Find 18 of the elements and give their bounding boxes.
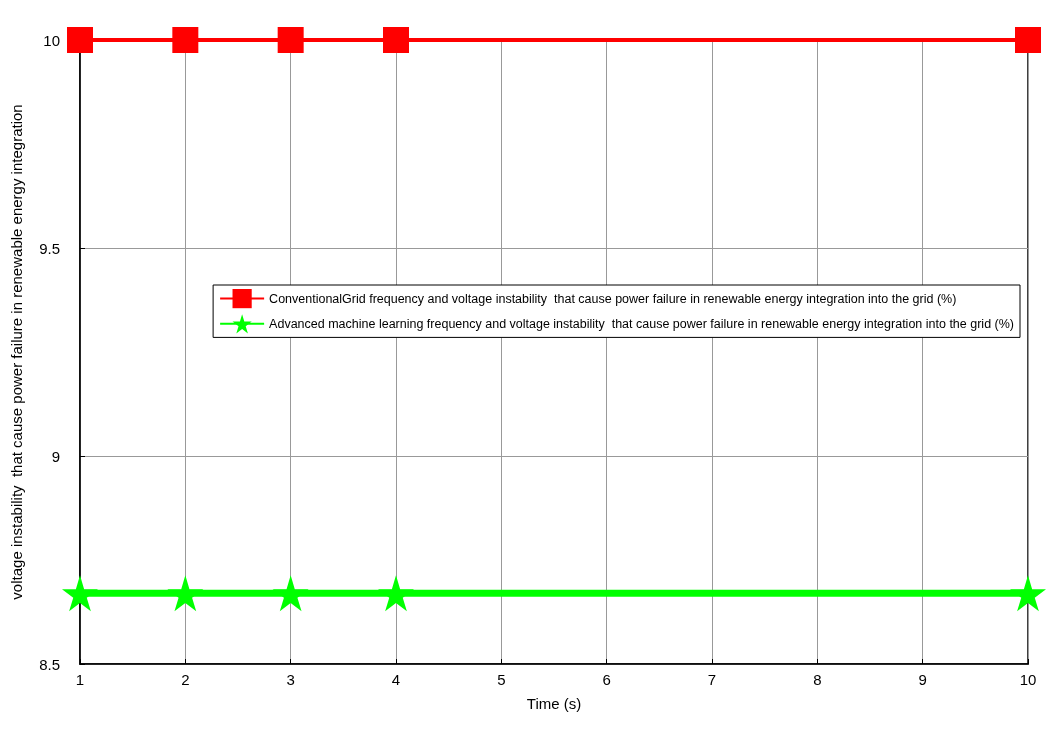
y-tick-label: 9 (51, 447, 60, 465)
x-tick-label: 5 (497, 671, 506, 688)
x-axis-title: Time (s) (526, 695, 582, 712)
x-tick-label: 6 (602, 671, 611, 688)
y-tick-label: 8.5 (39, 655, 60, 673)
y-axis-title: voltage instability that cause power failure in renewable energy integration (8, 104, 25, 600)
x-tick-label: 4 (391, 671, 401, 688)
y-tick-label: 10 (43, 31, 60, 49)
x-tick-label: 3 (286, 671, 295, 688)
x-tick-label: 10 (1019, 671, 1037, 688)
legend-label: Advanced machine learning frequency and voltage instability that cause power failure in renewable energy integration into the grid (%) (269, 316, 1015, 331)
x-tick-label: 8 (813, 671, 822, 688)
x-tick-label: 2 (181, 671, 190, 688)
y-tick-label: 9.5 (39, 239, 60, 257)
x-tick-label: 7 (707, 671, 717, 688)
x-tick-label: 9 (918, 671, 927, 688)
x-tick-label: 1 (75, 671, 85, 688)
legend-label: ConventionalGrid frequency and voltage instability that cause power failure in renewable energy integration into the grid (%) (269, 291, 957, 306)
